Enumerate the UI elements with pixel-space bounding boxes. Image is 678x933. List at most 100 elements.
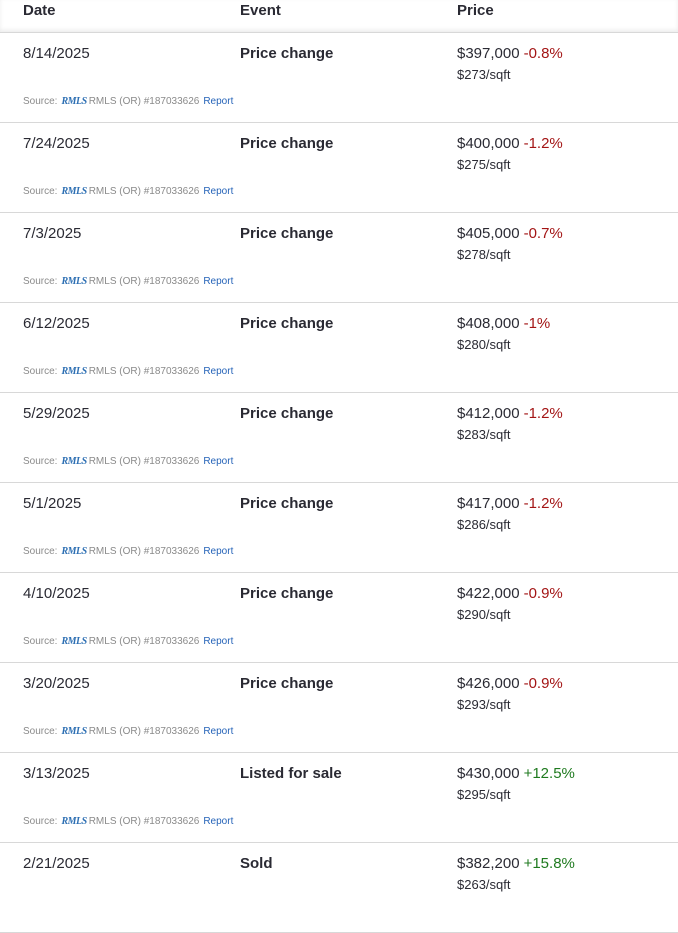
row-source: Source: RMLS RMLS (OR) #187033626 Report	[23, 546, 233, 557]
row-price-per-sqft: $278/sqft	[457, 247, 511, 262]
row-price-change: -0.7%	[523, 225, 563, 242]
report-link[interactable]: Report	[203, 546, 234, 557]
report-link[interactable]: Report	[203, 456, 234, 467]
row-price-change: +15.8%	[523, 855, 575, 872]
row-price: $400,000	[457, 135, 520, 152]
source-mls-id: RMLS (OR) #187033626	[88, 636, 200, 647]
source-label: Source:	[23, 96, 58, 107]
source-mls-id: RMLS (OR) #187033626	[88, 546, 200, 557]
row-price-per-sqft: $283/sqft	[457, 427, 511, 442]
row-price-change: -0.9%	[523, 675, 563, 692]
row-event: Price change	[240, 225, 334, 242]
rmls-logo-icon: RMLS	[61, 366, 87, 377]
history-row: 2/21/2025 Sold $382,200 +15.8% $263/sqft	[0, 843, 678, 933]
row-event: Price change	[240, 315, 334, 332]
source-label: Source:	[23, 186, 58, 197]
history-row: 8/14/2025 Price change $397,000 -0.8% $27…	[0, 33, 678, 123]
row-price-line: $426,000 -0.9%	[457, 675, 563, 692]
row-source: Source: RMLS RMLS (OR) #187033626 Report	[23, 636, 233, 647]
history-row: 6/12/2025 Price change $408,000 -1% $280/…	[0, 303, 678, 393]
row-source: Source: RMLS RMLS (OR) #187033626 Report	[23, 726, 233, 737]
source-label: Source:	[23, 726, 58, 737]
row-price: $382,200	[457, 855, 520, 872]
row-price-line: $417,000 -1.2%	[457, 495, 563, 512]
report-link[interactable]: Report	[203, 726, 234, 737]
row-price-line: $382,200 +15.8%	[457, 855, 575, 872]
row-source: Source: RMLS RMLS (OR) #187033626 Report	[23, 186, 233, 197]
rmls-logo-icon: RMLS	[61, 186, 87, 197]
row-source: Source: RMLS RMLS (OR) #187033626 Report	[23, 456, 233, 467]
row-price: $405,000	[457, 225, 520, 242]
row-event: Price change	[240, 135, 334, 152]
report-link[interactable]: Report	[203, 366, 234, 377]
history-table-header: Date Event Price	[0, 0, 678, 33]
history-row: 5/1/2025 Price change $417,000 -1.2% $286…	[0, 483, 678, 573]
rmls-logo-icon: RMLS	[61, 636, 87, 647]
row-price-line: $405,000 -0.7%	[457, 225, 563, 242]
history-row: 5/29/2025 Price change $412,000 -1.2% $28…	[0, 393, 678, 483]
source-mls-id: RMLS (OR) #187033626	[88, 816, 200, 827]
history-row: 7/24/2025 Price change $400,000 -1.2% $27…	[0, 123, 678, 213]
row-price-change: -1.2%	[523, 405, 563, 422]
row-price-change: -0.8%	[523, 45, 563, 62]
row-price-change: -0.9%	[523, 585, 563, 602]
report-link[interactable]: Report	[203, 816, 234, 827]
row-price: $397,000	[457, 45, 520, 62]
row-price-line: $400,000 -1.2%	[457, 135, 563, 152]
row-date: 6/12/2025	[23, 315, 90, 332]
rmls-logo-icon: RMLS	[61, 726, 87, 737]
row-event: Price change	[240, 585, 334, 602]
header-event: Event	[240, 2, 281, 19]
row-price-change: -1.2%	[523, 495, 563, 512]
row-date: 3/13/2025	[23, 765, 90, 782]
source-mls-id: RMLS (OR) #187033626	[88, 366, 200, 377]
row-source: Source: RMLS RMLS (OR) #187033626 Report	[23, 366, 233, 377]
row-date: 5/1/2025	[23, 495, 82, 512]
row-price-change: -1%	[523, 315, 551, 332]
row-price-line: $412,000 -1.2%	[457, 405, 563, 422]
rmls-logo-icon: RMLS	[61, 276, 87, 287]
row-source: Source: RMLS RMLS (OR) #187033626 Report	[23, 96, 233, 107]
row-source: Source: RMLS RMLS (OR) #187033626 Report	[23, 816, 233, 827]
row-price: $426,000	[457, 675, 520, 692]
report-link[interactable]: Report	[203, 636, 234, 647]
rmls-logo-icon: RMLS	[61, 816, 87, 827]
row-date: 3/20/2025	[23, 675, 90, 692]
row-date: 7/3/2025	[23, 225, 82, 242]
history-row: 3/20/2025 Price change $426,000 -0.9% $29…	[0, 663, 678, 753]
rmls-logo-icon: RMLS	[61, 96, 87, 107]
row-event: Price change	[240, 45, 334, 62]
row-price-line: $397,000 -0.8%	[457, 45, 563, 62]
row-date: 5/29/2025	[23, 405, 90, 422]
row-event: Sold	[240, 855, 273, 872]
row-event: Price change	[240, 495, 334, 512]
row-price-per-sqft: $290/sqft	[457, 607, 511, 622]
row-price-per-sqft: $275/sqft	[457, 157, 511, 172]
report-link[interactable]: Report	[203, 276, 234, 287]
report-link[interactable]: Report	[203, 96, 234, 107]
source-mls-id: RMLS (OR) #187033626	[88, 276, 200, 287]
source-label: Source:	[23, 546, 58, 557]
row-price-per-sqft: $286/sqft	[457, 517, 511, 532]
history-table-body: 8/14/2025 Price change $397,000 -0.8% $27…	[0, 33, 678, 933]
rmls-logo-icon: RMLS	[61, 456, 87, 467]
header-date: Date	[23, 2, 56, 19]
history-row: 4/10/2025 Price change $422,000 -0.9% $29…	[0, 573, 678, 663]
row-price-per-sqft: $293/sqft	[457, 697, 511, 712]
row-price-line: $430,000 +12.5%	[457, 765, 575, 782]
row-date: 4/10/2025	[23, 585, 90, 602]
row-price: $417,000	[457, 495, 520, 512]
source-label: Source:	[23, 456, 58, 467]
rmls-logo-icon: RMLS	[61, 546, 87, 557]
history-row: 3/13/2025 Listed for sale $430,000 +12.5%…	[0, 753, 678, 843]
row-price: $422,000	[457, 585, 520, 602]
source-label: Source:	[23, 636, 58, 647]
report-link[interactable]: Report	[203, 186, 234, 197]
header-price: Price	[457, 2, 494, 19]
source-mls-id: RMLS (OR) #187033626	[88, 96, 200, 107]
source-label: Source:	[23, 276, 58, 287]
row-price-line: $422,000 -0.9%	[457, 585, 563, 602]
source-label: Source:	[23, 816, 58, 827]
row-price-per-sqft: $280/sqft	[457, 337, 511, 352]
row-event: Price change	[240, 675, 334, 692]
